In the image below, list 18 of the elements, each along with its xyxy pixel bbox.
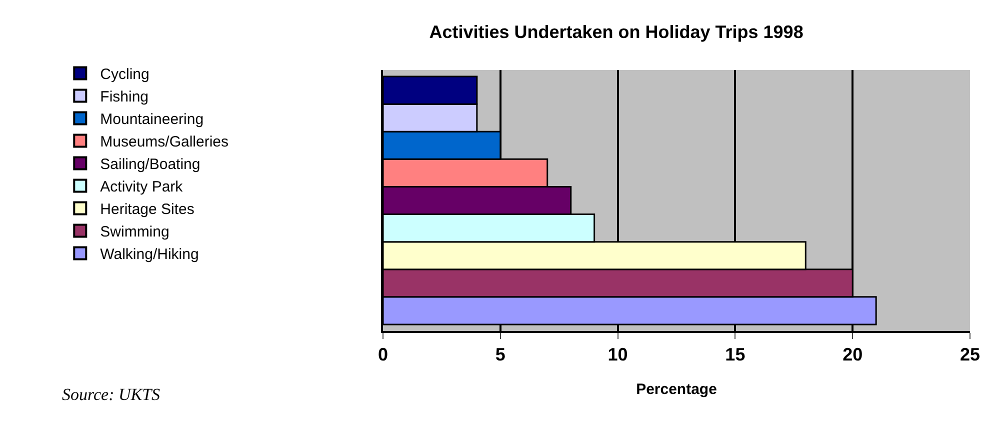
- legend-label: Activity Park: [100, 178, 184, 196]
- legend-label: Heritage Sites: [100, 201, 194, 218]
- legend-label: Sailing/Boating: [100, 156, 200, 174]
- x-tick-label: 10: [608, 344, 628, 364]
- x-tick-label: 0: [378, 344, 388, 364]
- legend-label: Mountaineering: [100, 111, 204, 128]
- x-tick-label: 25: [960, 344, 980, 364]
- legend-label: Walking/Hiking: [100, 246, 199, 264]
- source-note: Source: UKTS: [62, 385, 161, 404]
- x-tick-label: 15: [725, 344, 746, 364]
- x-tick-label: 20: [842, 344, 863, 364]
- legend-label: Swimming: [100, 224, 170, 241]
- x-tick-label: 5: [495, 344, 506, 364]
- legend-label: Fishing: [100, 88, 149, 106]
- chart-title: Activities Undertaken on Holiday Trips 1998: [429, 22, 804, 42]
- legend-label: Museums/Galleries: [100, 134, 229, 151]
- x-axis-title: Percentage: [636, 380, 717, 398]
- legend-label: Cycling: [100, 66, 150, 84]
